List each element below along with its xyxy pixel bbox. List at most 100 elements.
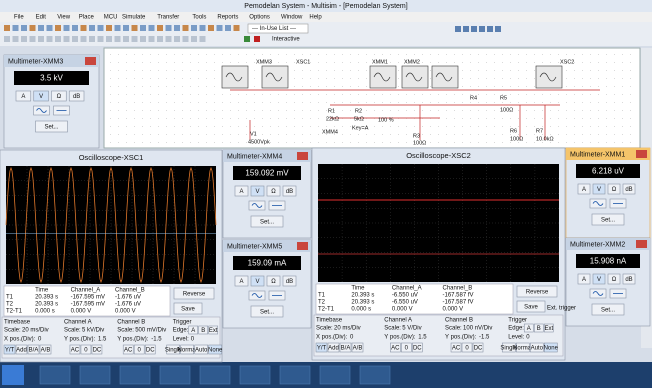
edge-button[interactable] — [188, 325, 199, 335]
coupling-button[interactable] — [91, 344, 103, 355]
set-button[interactable] — [35, 120, 68, 133]
mode-button[interactable] — [339, 342, 352, 353]
close-button[interactable] — [297, 152, 308, 160]
trigger-mode-button[interactable] — [180, 344, 195, 355]
coupling-button[interactable] — [122, 344, 134, 355]
mode-button[interactable] — [15, 344, 28, 355]
coupling-button[interactable] — [80, 344, 92, 355]
meter-mode-button[interactable] — [234, 185, 249, 197]
toolbar-icon[interactable] — [72, 36, 78, 42]
save-button[interactable] — [516, 300, 546, 313]
coupling-button[interactable] — [144, 344, 156, 355]
reverse-button[interactable] — [516, 285, 558, 298]
meter-mode-button[interactable] — [250, 185, 265, 197]
taskbar-app[interactable] — [79, 365, 111, 385]
coupling-button[interactable] — [390, 342, 401, 353]
toolbar-icon[interactable] — [140, 25, 146, 31]
toolbar-icon[interactable] — [4, 36, 10, 42]
mode-button[interactable] — [351, 342, 364, 353]
toolbar-icon[interactable] — [12, 25, 19, 31]
mode-button[interactable] — [315, 342, 328, 353]
trigger-mode-button[interactable] — [501, 342, 516, 353]
toolbar-icon[interactable] — [114, 36, 121, 42]
zoom-icon[interactable] — [495, 26, 501, 32]
meter-mode-button[interactable] — [282, 185, 297, 197]
toolbar-icon[interactable] — [12, 36, 19, 42]
toolbar-icon[interactable] — [46, 36, 53, 42]
meter-mode-button[interactable] — [51, 90, 67, 102]
toolbar-icon[interactable] — [29, 36, 36, 42]
toolbar-icon[interactable] — [80, 25, 87, 31]
toolbar-icon[interactable] — [63, 36, 70, 42]
edge-button[interactable] — [543, 323, 554, 333]
toolbar-icon[interactable] — [165, 36, 172, 42]
trigger-mode-button[interactable] — [515, 342, 530, 353]
toolbar-icon[interactable] — [148, 25, 155, 31]
start-button[interactable] — [2, 365, 24, 385]
toolbar-icon[interactable] — [182, 36, 189, 42]
toolbar-icon[interactable] — [157, 25, 163, 31]
taskbar-app[interactable] — [199, 365, 231, 385]
close-button[interactable] — [636, 240, 647, 248]
toolbar-icon[interactable] — [97, 36, 104, 42]
edge-button[interactable] — [533, 323, 544, 333]
toolbar-icon[interactable] — [131, 25, 138, 31]
toolbar-icon[interactable] — [21, 36, 27, 42]
toolbar-icon[interactable] — [165, 25, 172, 31]
toolbar-icon[interactable] — [216, 25, 223, 31]
reverse-button[interactable] — [173, 287, 215, 300]
taskbar-app[interactable] — [319, 365, 351, 385]
meter-mode-button[interactable] — [577, 273, 591, 285]
taskbar-app[interactable] — [159, 365, 191, 385]
toolbar-icon[interactable] — [123, 36, 129, 42]
meter-mode-button[interactable] — [622, 183, 636, 195]
trigger-mode-button[interactable] — [529, 342, 544, 353]
coupling-button[interactable] — [450, 342, 462, 353]
zoom-icon[interactable] — [479, 26, 485, 32]
meter-mode-button[interactable] — [250, 275, 265, 287]
coupling-button[interactable] — [472, 342, 484, 353]
edge-button[interactable] — [523, 323, 534, 333]
toolbar-icon[interactable] — [55, 36, 61, 42]
trigger-mode-button[interactable] — [166, 344, 181, 355]
toolbar-icon[interactable] — [106, 25, 112, 31]
set-button[interactable] — [591, 303, 625, 316]
meter-mode-button[interactable] — [607, 183, 621, 195]
toolbar-icon[interactable] — [199, 25, 206, 31]
coupling-button[interactable] — [461, 342, 473, 353]
toolbar-icon[interactable] — [191, 25, 197, 31]
toolbar-icon[interactable] — [148, 36, 155, 42]
meter-mode-button[interactable] — [592, 273, 606, 285]
taskbar-app[interactable] — [119, 365, 151, 385]
meter-mode-button[interactable] — [266, 275, 281, 287]
toolbar-icon[interactable] — [191, 36, 197, 42]
toolbar-icon[interactable] — [123, 25, 129, 31]
set-button[interactable] — [250, 305, 284, 318]
meter-mode-button[interactable] — [234, 275, 249, 287]
edge-button[interactable] — [208, 325, 219, 335]
stop-button[interactable] — [254, 36, 260, 42]
taskbar-app[interactable] — [39, 365, 71, 385]
toolbar-icon[interactable] — [55, 25, 61, 31]
meter-mode-button[interactable] — [15, 90, 32, 102]
toolbar-icon[interactable] — [38, 36, 44, 42]
toolbar-icon[interactable] — [225, 25, 231, 31]
taskbar-app[interactable] — [359, 365, 391, 385]
in-use-list[interactable] — [247, 23, 309, 34]
meter-mode-button[interactable] — [266, 185, 281, 197]
zoom-icon[interactable] — [455, 26, 461, 32]
toolbar-icon[interactable] — [97, 25, 104, 31]
toolbar-icon[interactable] — [89, 36, 95, 42]
toolbar-icon[interactable] — [182, 25, 189, 31]
toolbar-icon[interactable] — [131, 36, 138, 42]
mode-button[interactable] — [39, 344, 52, 355]
mode-button[interactable] — [27, 344, 40, 355]
set-button[interactable] — [591, 213, 625, 226]
toolbar-icon[interactable] — [29, 25, 36, 31]
toolbar-icon[interactable] — [199, 36, 206, 42]
close-button[interactable] — [636, 150, 647, 158]
toolbar-icon[interactable] — [114, 25, 121, 31]
toolbar-icon[interactable] — [80, 36, 87, 42]
close-button[interactable] — [297, 242, 308, 250]
coupling-button[interactable] — [401, 342, 412, 353]
